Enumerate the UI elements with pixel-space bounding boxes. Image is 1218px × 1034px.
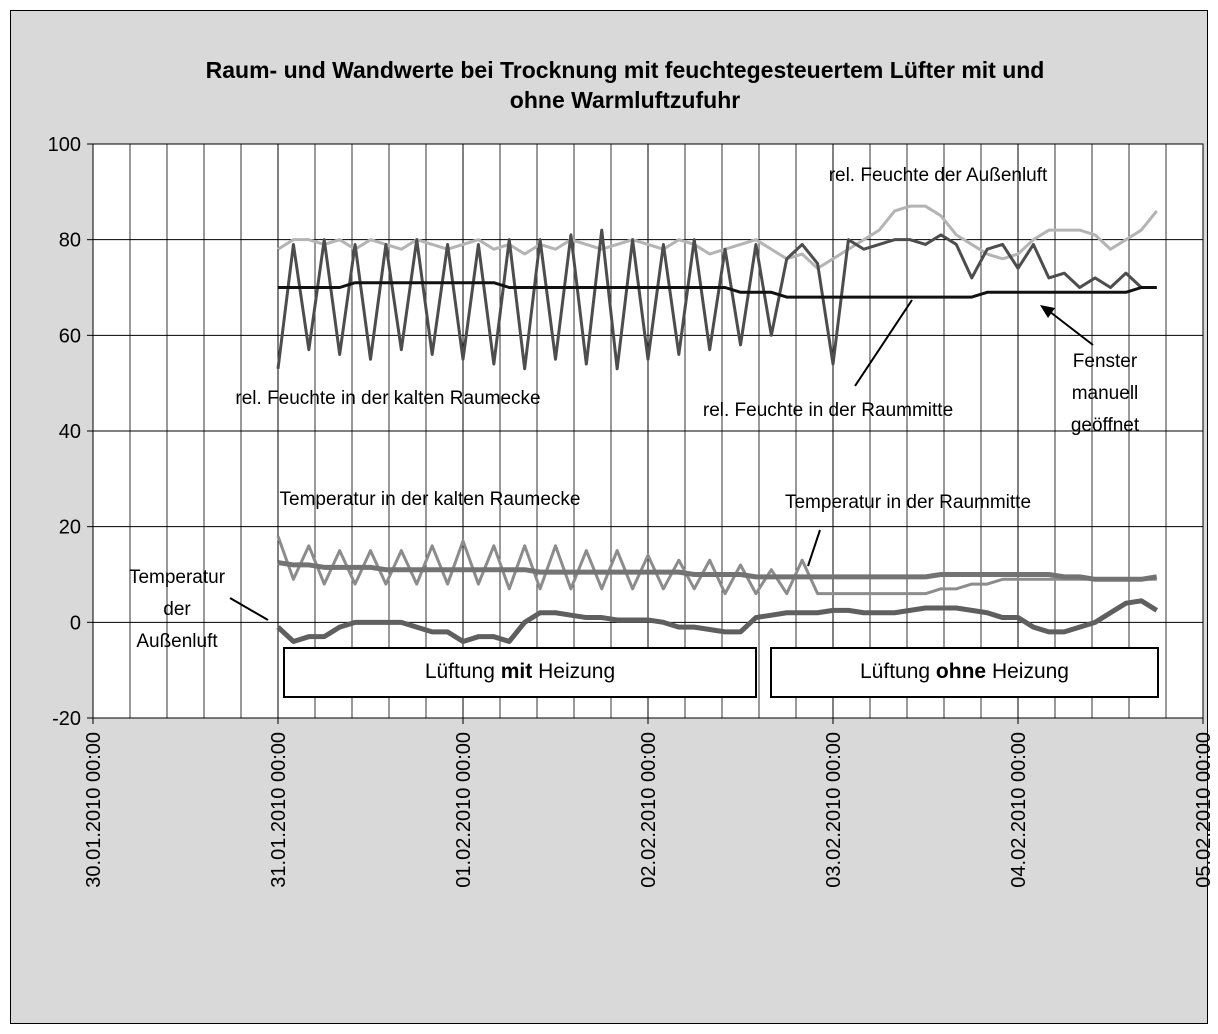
phase-box: Lüftung mit Heizung (283, 647, 757, 698)
series-label: Temperatur der Außenluft (128, 567, 226, 652)
series-label: rel. Feuchte in der kalten Raumecke (235, 388, 541, 409)
phase-label: Heizung (538, 660, 616, 683)
phase-label: ohne (935, 660, 987, 683)
series-line (276, 598, 1159, 644)
series-line (278, 281, 1157, 299)
arrow-head (1040, 305, 1055, 318)
x-tick-label: 30.01.2010 00:00 (83, 732, 105, 888)
phase-label: mit (500, 660, 533, 683)
phase-label: Lüftung (424, 660, 495, 683)
phase-box: Lüftung ohne Heizung (770, 647, 1159, 698)
y-tick-label: 80 (59, 230, 81, 252)
phase-label: Lüftung (860, 660, 931, 683)
annotation: Fenster manuell geöffnet (1070, 351, 1140, 436)
y-tick-label: 20 (59, 517, 81, 539)
x-tick-label: 31.01.2010 00:00 (268, 732, 290, 888)
annotation-arrow (807, 529, 821, 567)
series-label: rel. Feuchte der Außenluft (828, 165, 1048, 186)
y-tick-label: 60 (59, 325, 81, 347)
x-tick-label: 05.02.2010 00:00 (1193, 732, 1215, 888)
series-line (277, 560, 1158, 582)
phase-label: Heizung (991, 660, 1069, 683)
annotation-arrow (1044, 307, 1094, 346)
x-tick-label: 04.02.2010 00:00 (1008, 732, 1030, 888)
annotation-arrow (229, 597, 269, 621)
y-tick-label: 100 (48, 134, 81, 156)
series-line (276, 228, 1157, 371)
series-label: Temperatur in der kalten Raumecke (279, 489, 581, 510)
x-tick-label: 01.02.2010 00:00 (453, 732, 475, 888)
series-label: Temperatur in der Raummitte (784, 492, 1032, 513)
y-tick-label: 40 (59, 421, 81, 443)
x-tick-label: 02.02.2010 00:00 (638, 732, 660, 888)
y-tick-label: 0 (70, 612, 81, 634)
y-tick-label: -20 (52, 708, 81, 730)
annotation-arrow (854, 299, 913, 387)
series-label: rel. Feuchte in der Raummitte (702, 400, 954, 421)
x-tick-label: 03.02.2010 00:00 (823, 732, 845, 888)
chart-title: Raum- und Wandwerte bei Trocknung mit fe… (205, 57, 1045, 113)
